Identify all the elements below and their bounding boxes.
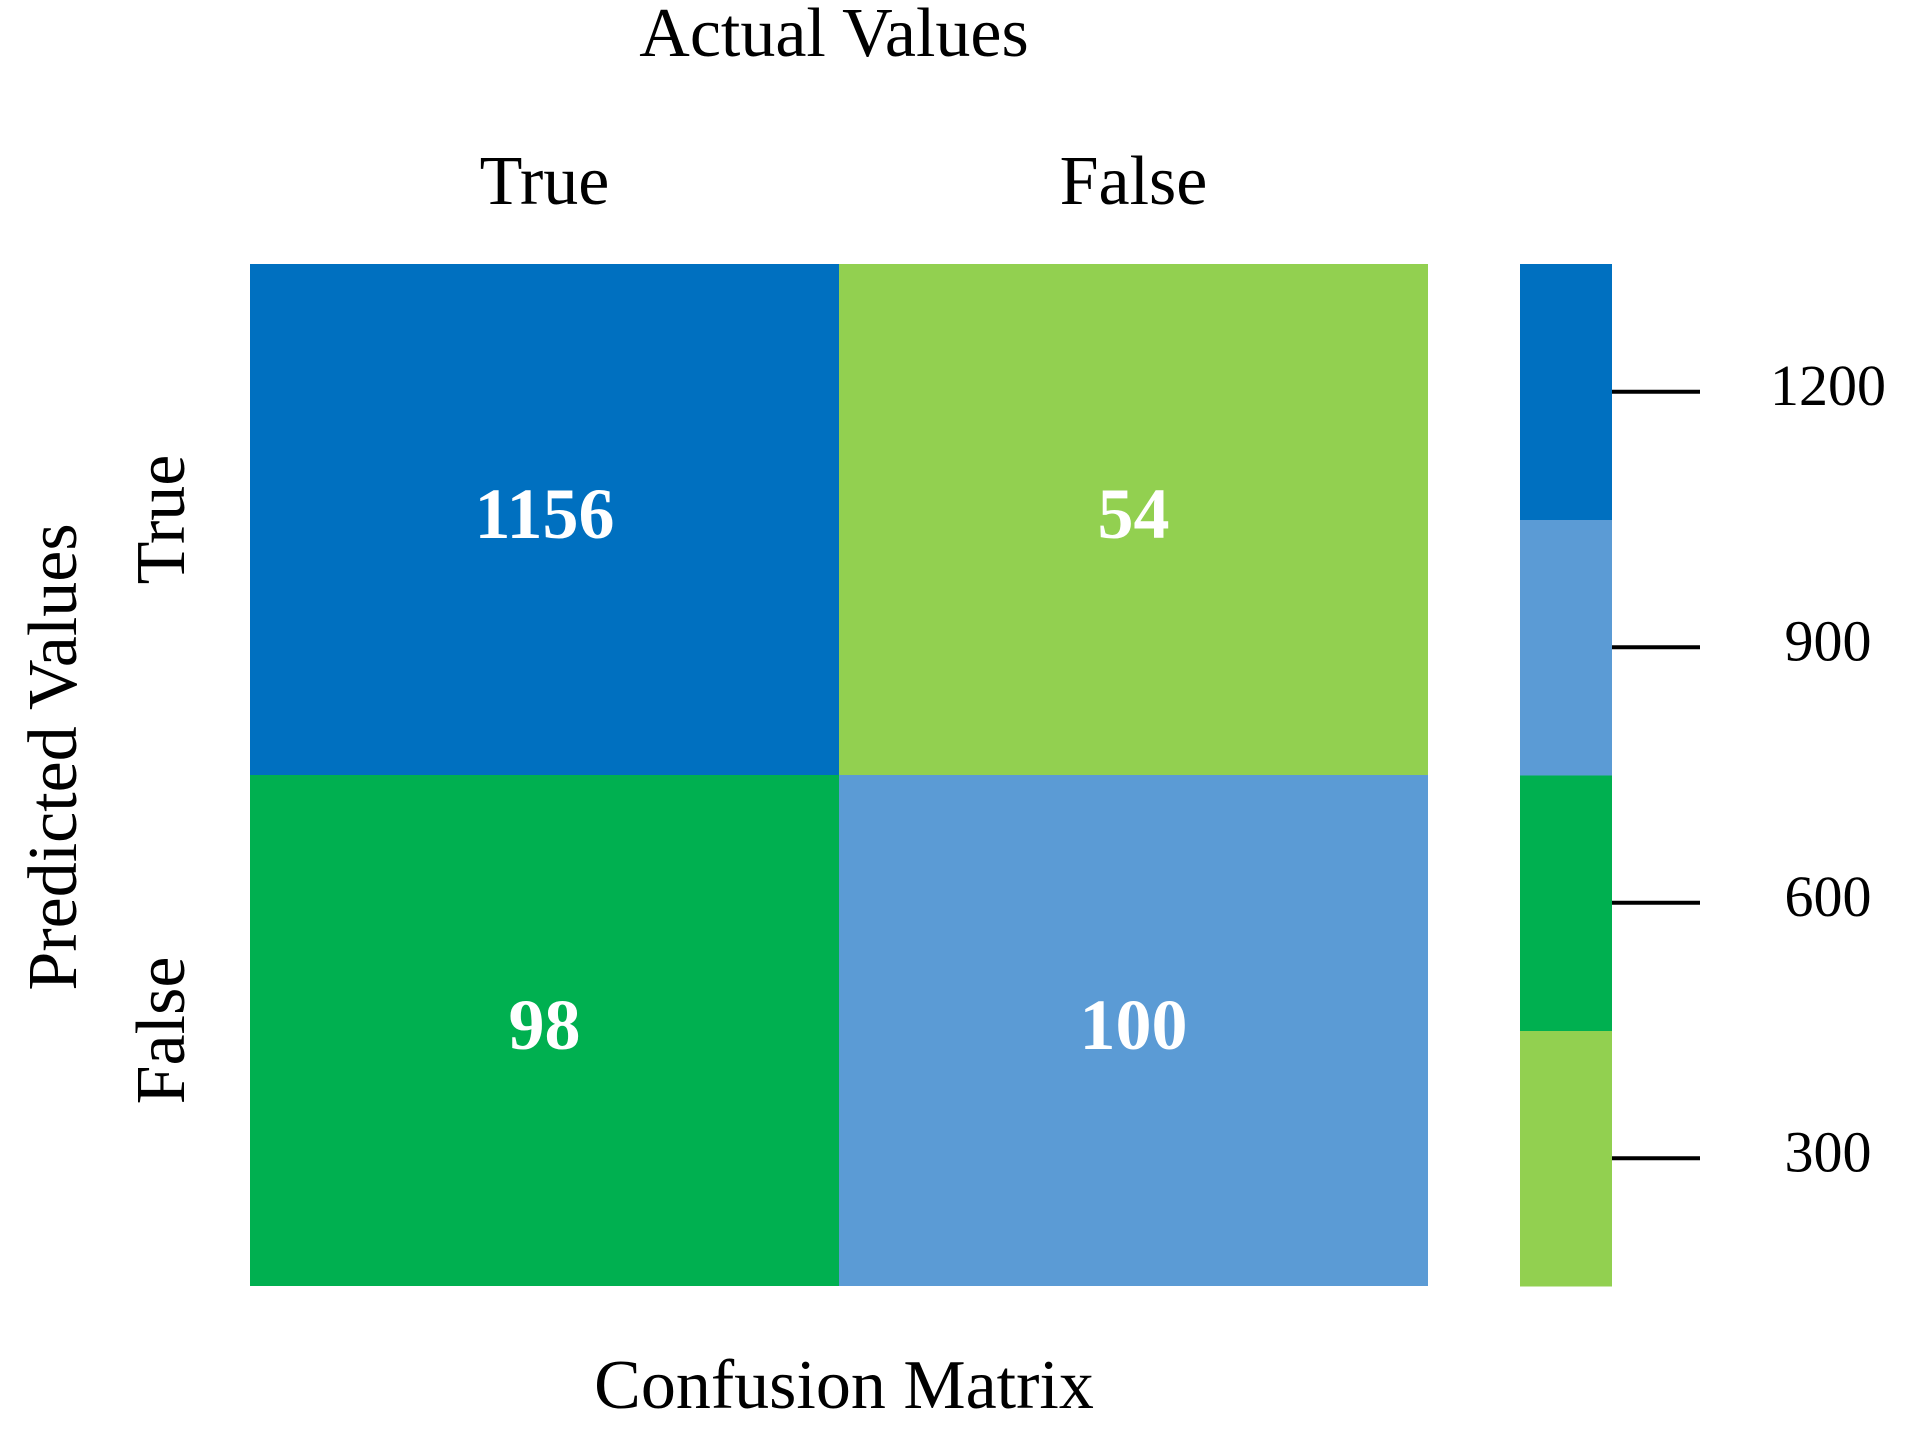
colorbar-tick-label: 1200 xyxy=(1770,353,1886,418)
chart-title: Actual Values xyxy=(639,0,1028,72)
cell-value-label: 100 xyxy=(1080,985,1188,1065)
colorbar-segment xyxy=(1520,1030,1612,1287)
heatmap-cell xyxy=(250,775,839,1286)
y-tick-label: True xyxy=(123,455,200,585)
colorbar-tick-label: 900 xyxy=(1785,609,1872,674)
colorbar-tick-label: 600 xyxy=(1785,864,1872,929)
colorbar-tick-label: 300 xyxy=(1785,1120,1872,1185)
x-axis-label: Confusion Matrix xyxy=(594,1347,1094,1424)
heatmap-cell xyxy=(839,264,1428,775)
colorbar-segment xyxy=(1520,519,1612,776)
colorbar-segment xyxy=(1520,264,1612,520)
cell-value-label: 98 xyxy=(509,985,581,1065)
colorbar-segment xyxy=(1520,775,1612,1031)
heatmap-cell xyxy=(839,775,1428,1286)
cell-value-label: 54 xyxy=(1098,474,1170,554)
x-tick-label: True xyxy=(480,143,610,220)
cell-value-label: 1156 xyxy=(474,474,614,554)
y-tick-label: False xyxy=(123,957,200,1105)
x-tick-label: False xyxy=(1060,143,1208,220)
y-axis-label: Predicted Values xyxy=(15,523,92,990)
heatmap-cell xyxy=(250,264,839,775)
